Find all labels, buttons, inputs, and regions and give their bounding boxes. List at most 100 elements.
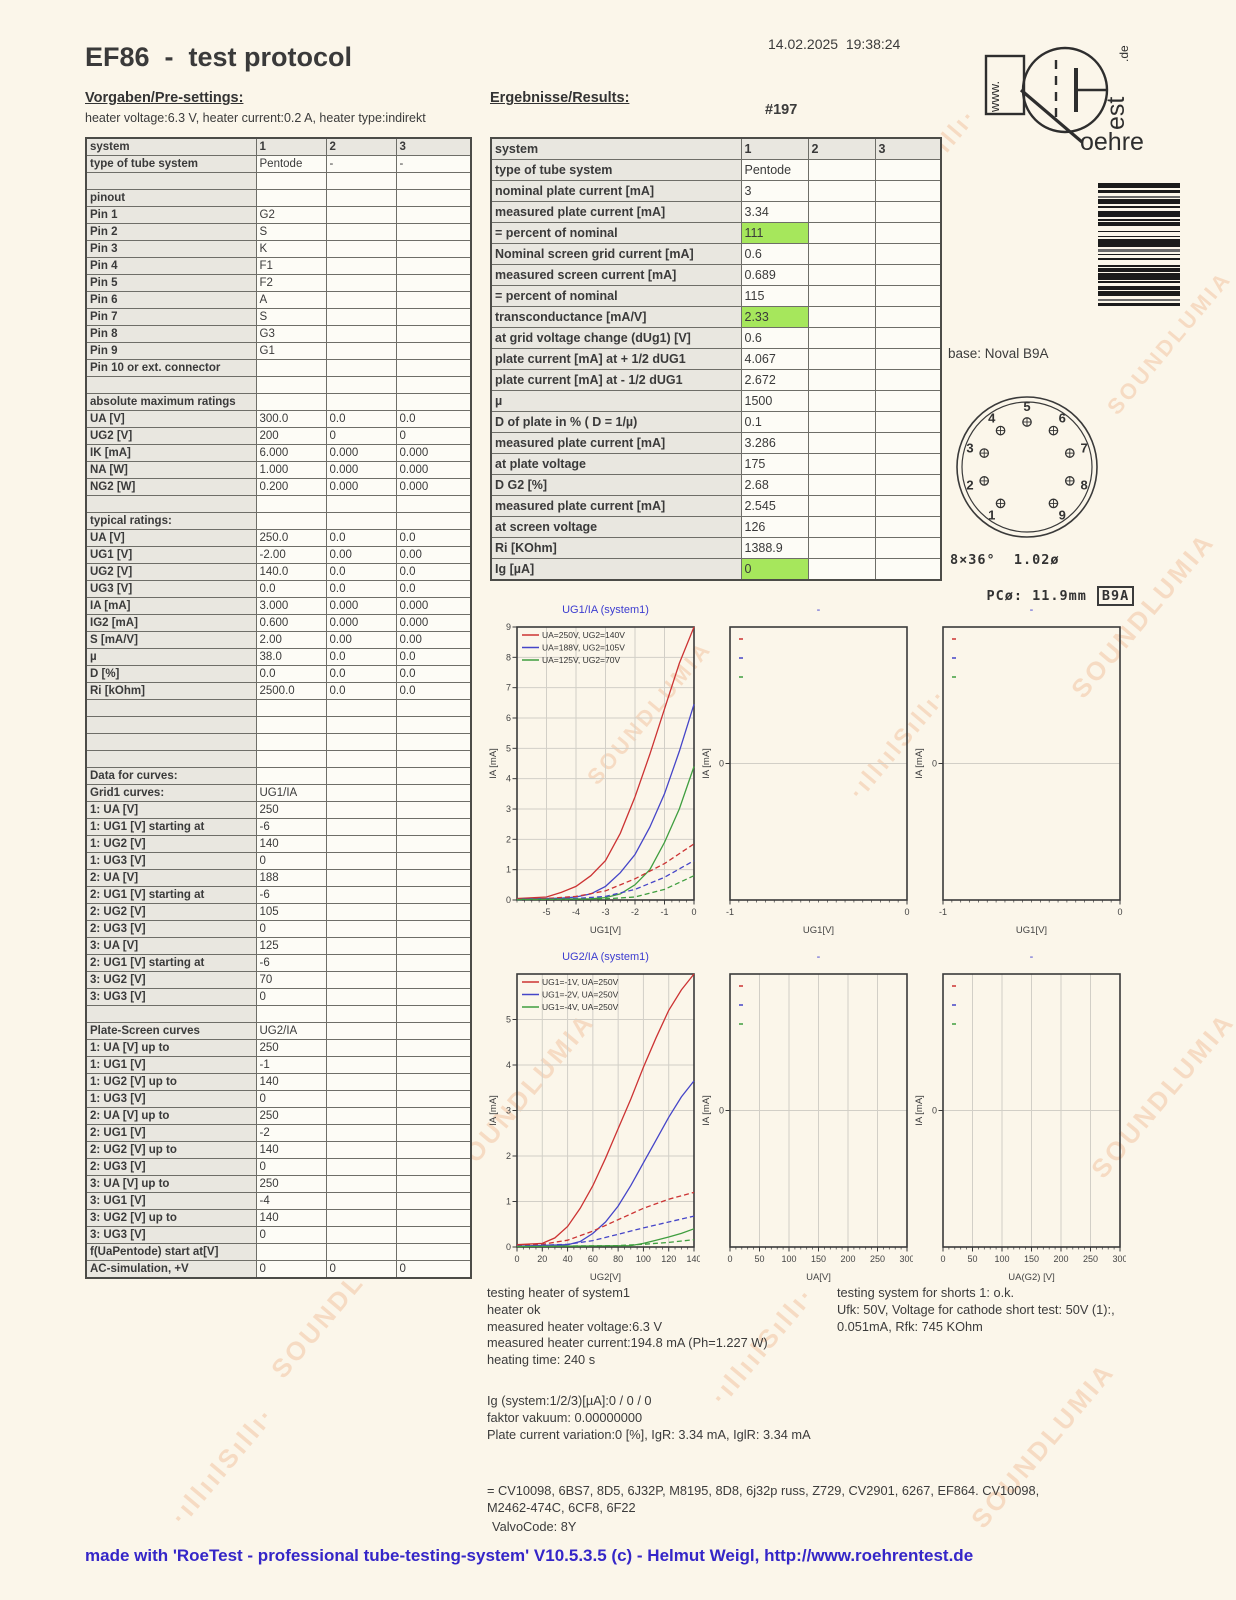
chart-ug1-ia-system3-empty: - -1 0 0 UG1[V] IA [mA] bbox=[913, 597, 1126, 942]
row-value bbox=[325, 750, 397, 768]
row-value bbox=[255, 172, 327, 190]
row-value bbox=[395, 1226, 472, 1244]
svg-text:UA=250V, UG2=140V: UA=250V, UG2=140V bbox=[542, 630, 625, 640]
row-value bbox=[325, 1141, 397, 1159]
table-row: 2: UG3 [V] 0 bbox=[85, 1158, 472, 1176]
row-value bbox=[395, 376, 472, 394]
row-value: 1.000 bbox=[255, 461, 327, 479]
row-value bbox=[325, 1073, 397, 1091]
row-value: 38.0 bbox=[255, 648, 327, 666]
row-value: 2.672 bbox=[740, 369, 809, 391]
row-value: 0.0 bbox=[395, 529, 472, 547]
chart-ug2-ia-system1: UG2/IA (system1) 0 20 40 60 80 100 120 140 0 1 2 3 4 5… bbox=[487, 944, 702, 1289]
row-value: 0.000 bbox=[325, 461, 397, 479]
svg-text:4: 4 bbox=[506, 774, 511, 784]
row-label: 1: UG3 [V] bbox=[85, 1090, 257, 1108]
row-value bbox=[874, 474, 942, 496]
row-value: K bbox=[255, 240, 327, 258]
table-row: D G2 [%] 2.68 bbox=[490, 474, 942, 496]
row-value: 0.000 bbox=[325, 614, 397, 632]
row-value bbox=[874, 453, 942, 475]
row-value bbox=[874, 516, 942, 538]
chart-title: - bbox=[1030, 951, 1034, 963]
row-value bbox=[395, 240, 472, 258]
row-value: 300.0 bbox=[255, 410, 327, 428]
row-label: µ bbox=[490, 390, 742, 412]
row-label: Grid1 curves: bbox=[85, 784, 257, 802]
socket-inner-ring bbox=[961, 401, 1093, 533]
table-row: 2: UG1 [V] starting at -6 bbox=[85, 886, 472, 904]
table-row: Pin 8 G3 bbox=[85, 325, 472, 343]
svg-text:0: 0 bbox=[719, 759, 724, 769]
table-row: 2: UG1 [V] -2 bbox=[85, 1124, 472, 1142]
row-value: -6 bbox=[255, 886, 327, 904]
table-row: 3: UG3 [V] 0 bbox=[85, 988, 472, 1006]
barcode bbox=[1098, 183, 1180, 311]
row-value bbox=[325, 172, 397, 190]
row-label: AC-simulation, +V bbox=[85, 1260, 257, 1279]
row-value bbox=[325, 189, 397, 207]
row-label: 3: UA [V] up to bbox=[85, 1175, 257, 1193]
row-value bbox=[325, 1209, 397, 1227]
logo-oehren: oehren bbox=[1080, 128, 1143, 156]
table-row: Grid1 curves: UG1/IA bbox=[85, 784, 472, 802]
table-row: 2: UG2 [V] up to 140 bbox=[85, 1141, 472, 1159]
row-value: 0.200 bbox=[255, 478, 327, 496]
row-value: -1 bbox=[255, 1056, 327, 1074]
svg-text:UG1=-2V, UA=250V: UG1=-2V, UA=250V bbox=[542, 990, 619, 1000]
note-line: = CV10098, 6BS7, 8D5, 6J32P, M8195, 8D8,… bbox=[487, 1483, 1040, 1498]
row-value bbox=[255, 1243, 327, 1261]
table-row: 3: UG1 [V] -4 bbox=[85, 1192, 472, 1210]
row-value: 0.0 bbox=[395, 580, 472, 598]
table-row: measured plate current [mA] 2.545 bbox=[490, 495, 942, 517]
svg-text:140: 140 bbox=[686, 1254, 700, 1264]
row-value: UG1/IA bbox=[255, 784, 327, 802]
table-row: measured plate current [mA] 3.34 bbox=[490, 201, 942, 223]
row-value: 0.689 bbox=[740, 264, 809, 286]
row-label: UG2 [V] bbox=[85, 563, 257, 581]
svg-text:-5: -5 bbox=[542, 907, 550, 917]
table-row: 1: UG1 [V] -1 bbox=[85, 1056, 472, 1074]
row-label bbox=[85, 376, 257, 394]
note-line: testing heater of system1 bbox=[487, 1285, 630, 1300]
row-value bbox=[255, 733, 327, 751]
row-value bbox=[325, 801, 397, 819]
table-row: UA [V] 300.0 0.0 0.0 bbox=[85, 410, 472, 428]
row-value: 0 bbox=[740, 558, 809, 581]
svg-text:IA [mA]: IA [mA] bbox=[488, 748, 499, 779]
base-dim-diameter: PCø: 11.9mm B9A bbox=[950, 570, 1135, 622]
row-label bbox=[85, 495, 257, 513]
row-label: Ri [KOhm] bbox=[490, 537, 742, 559]
row-value bbox=[325, 206, 397, 224]
row-value bbox=[325, 1090, 397, 1108]
svg-text:8: 8 bbox=[506, 652, 511, 662]
row-value: 0.000 bbox=[325, 444, 397, 462]
row-value: 188 bbox=[255, 869, 327, 887]
row-value bbox=[325, 903, 397, 921]
row-value: 200 bbox=[255, 427, 327, 445]
row-label: 2: UG2 [V] bbox=[85, 903, 257, 921]
svg-text:7: 7 bbox=[506, 683, 511, 693]
row-value: 0.000 bbox=[325, 478, 397, 496]
row-value bbox=[395, 818, 472, 836]
table-row: 2: UG1 [V] starting at -6 bbox=[85, 954, 472, 972]
row-value: S bbox=[255, 223, 327, 241]
print-datetime: 14.02.2025 19:38:24 bbox=[768, 36, 901, 52]
chart-title: UG2/IA (system1) bbox=[562, 951, 649, 963]
barcode-stripe bbox=[1098, 189, 1180, 193]
row-value bbox=[807, 474, 876, 496]
svg-text:40: 40 bbox=[563, 1254, 573, 1264]
row-value bbox=[874, 369, 942, 391]
row-value bbox=[325, 1022, 397, 1040]
table-row: UG1 [V] -2.00 0.00 0.00 bbox=[85, 546, 472, 564]
row-value bbox=[395, 206, 472, 224]
row-value bbox=[325, 852, 397, 870]
row-value bbox=[255, 699, 327, 717]
row-value bbox=[255, 512, 327, 530]
svg-text:100: 100 bbox=[994, 1254, 1009, 1264]
row-value: 0.6 bbox=[740, 327, 809, 349]
pin-number: 3 bbox=[966, 440, 973, 455]
row-value: 115 bbox=[740, 285, 809, 307]
barcode-stripe bbox=[1098, 253, 1180, 256]
barcode-stripe bbox=[1098, 281, 1180, 284]
